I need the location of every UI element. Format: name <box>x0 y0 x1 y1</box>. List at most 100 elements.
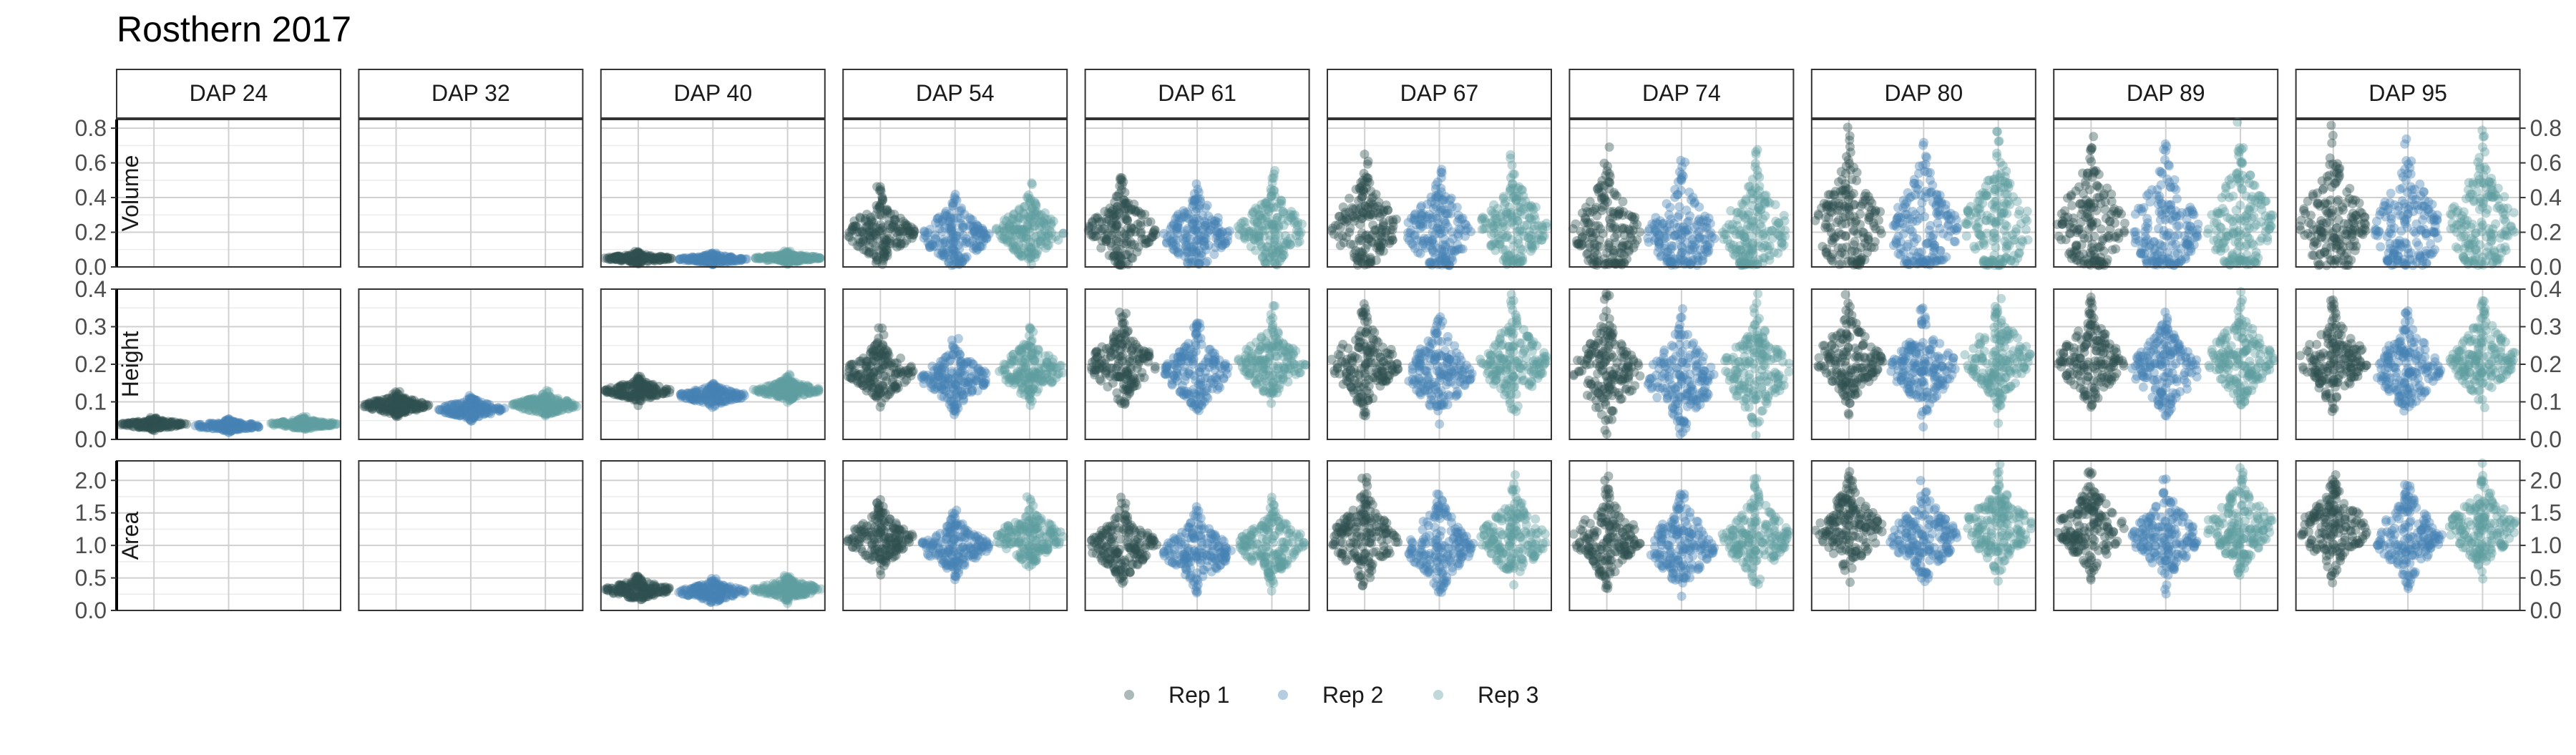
data-point <box>957 386 966 396</box>
data-point <box>637 389 646 399</box>
data-point <box>862 363 871 372</box>
data-point <box>1046 362 1055 371</box>
data-point <box>951 190 960 199</box>
data-point <box>1033 543 1043 552</box>
data-point <box>147 424 157 434</box>
data-point <box>945 527 955 537</box>
data-point <box>615 580 625 590</box>
data-point <box>1273 240 1282 250</box>
data-point <box>1025 369 1034 378</box>
data-point <box>1205 225 1214 235</box>
data-point <box>874 363 883 372</box>
strip-label-dap-61: DAP 61 <box>1158 80 1236 106</box>
data-point <box>1100 207 1109 216</box>
data-point <box>134 422 143 432</box>
y-tick-label-left-area: 1.0 <box>75 532 107 558</box>
data-point <box>956 359 965 369</box>
data-point <box>738 589 748 598</box>
row-strip-label-volume: Volume <box>117 155 143 232</box>
strip-label-dap-54: DAP 54 <box>916 80 995 106</box>
data-point <box>317 417 326 427</box>
data-point <box>601 386 610 396</box>
data-point <box>1114 252 1123 261</box>
data-point <box>1188 202 1197 211</box>
data-point <box>1024 194 1033 203</box>
data-point <box>878 195 887 205</box>
data-point <box>1191 258 1200 267</box>
data-point <box>876 185 885 194</box>
data-point <box>1008 222 1018 231</box>
data-point <box>982 540 992 550</box>
data-point <box>992 224 1001 233</box>
data-point <box>1292 225 1302 235</box>
data-point <box>897 539 907 548</box>
data-point <box>1286 240 1295 249</box>
data-point <box>1275 199 1284 208</box>
data-point <box>1169 244 1178 253</box>
data-point <box>859 525 868 535</box>
data-point <box>877 398 886 407</box>
data-point <box>788 388 797 397</box>
data-point <box>736 390 746 399</box>
data-point <box>892 383 901 392</box>
data-point <box>616 381 625 391</box>
data-point <box>1031 524 1040 533</box>
data-point <box>876 495 885 505</box>
data-point <box>759 581 769 590</box>
data-point <box>391 411 401 420</box>
y-tick-label-left-volume: 0.2 <box>75 220 107 245</box>
data-point <box>1019 340 1028 349</box>
data-point <box>783 595 792 605</box>
data-point <box>635 371 645 381</box>
data-point <box>220 424 230 434</box>
data-point <box>877 211 887 220</box>
data-point <box>1123 260 1133 269</box>
data-point <box>859 354 868 363</box>
data-point <box>152 413 161 422</box>
data-point <box>1091 213 1100 223</box>
data-point <box>1055 537 1064 547</box>
data-point <box>1121 198 1131 208</box>
data-point <box>815 253 824 263</box>
data-point <box>408 404 417 414</box>
data-point <box>665 385 675 394</box>
data-point <box>847 225 857 235</box>
facet-panels: DAP 240.00.20.40.60.8Volume0.00.10.20.30… <box>75 69 2562 623</box>
data-point <box>1211 216 1220 225</box>
data-point <box>541 409 550 419</box>
data-point <box>945 213 955 222</box>
data-point <box>1006 238 1015 247</box>
data-point <box>1278 215 1287 224</box>
data-point <box>424 400 433 409</box>
data-point <box>464 391 474 400</box>
data-point <box>1190 225 1199 235</box>
data-point <box>950 575 960 584</box>
chart-title: Rosthern 2017 <box>117 9 351 49</box>
data-point <box>959 549 968 558</box>
data-point <box>1009 210 1018 219</box>
data-point <box>880 384 889 394</box>
data-point <box>1146 218 1156 227</box>
data-point <box>1111 215 1121 225</box>
data-point <box>981 376 990 385</box>
data-point <box>1266 184 1275 193</box>
data-point <box>630 572 640 581</box>
data-point <box>1045 225 1054 235</box>
data-point <box>924 551 933 560</box>
y-tick-label-left-height: 0.1 <box>75 389 107 415</box>
data-point <box>848 542 857 552</box>
data-point <box>881 557 890 566</box>
data-point <box>707 574 716 583</box>
data-point <box>1030 349 1040 358</box>
data-point <box>607 255 616 264</box>
data-point <box>1088 230 1097 239</box>
data-point <box>919 226 929 235</box>
data-point <box>768 386 777 395</box>
data-point <box>1028 396 1037 406</box>
data-point <box>545 387 554 396</box>
data-point <box>1263 243 1272 252</box>
data-point <box>1167 222 1176 231</box>
data-point <box>1014 248 1023 258</box>
data-point <box>1179 234 1188 243</box>
y-tick-label-left-height: 0.2 <box>75 351 107 377</box>
